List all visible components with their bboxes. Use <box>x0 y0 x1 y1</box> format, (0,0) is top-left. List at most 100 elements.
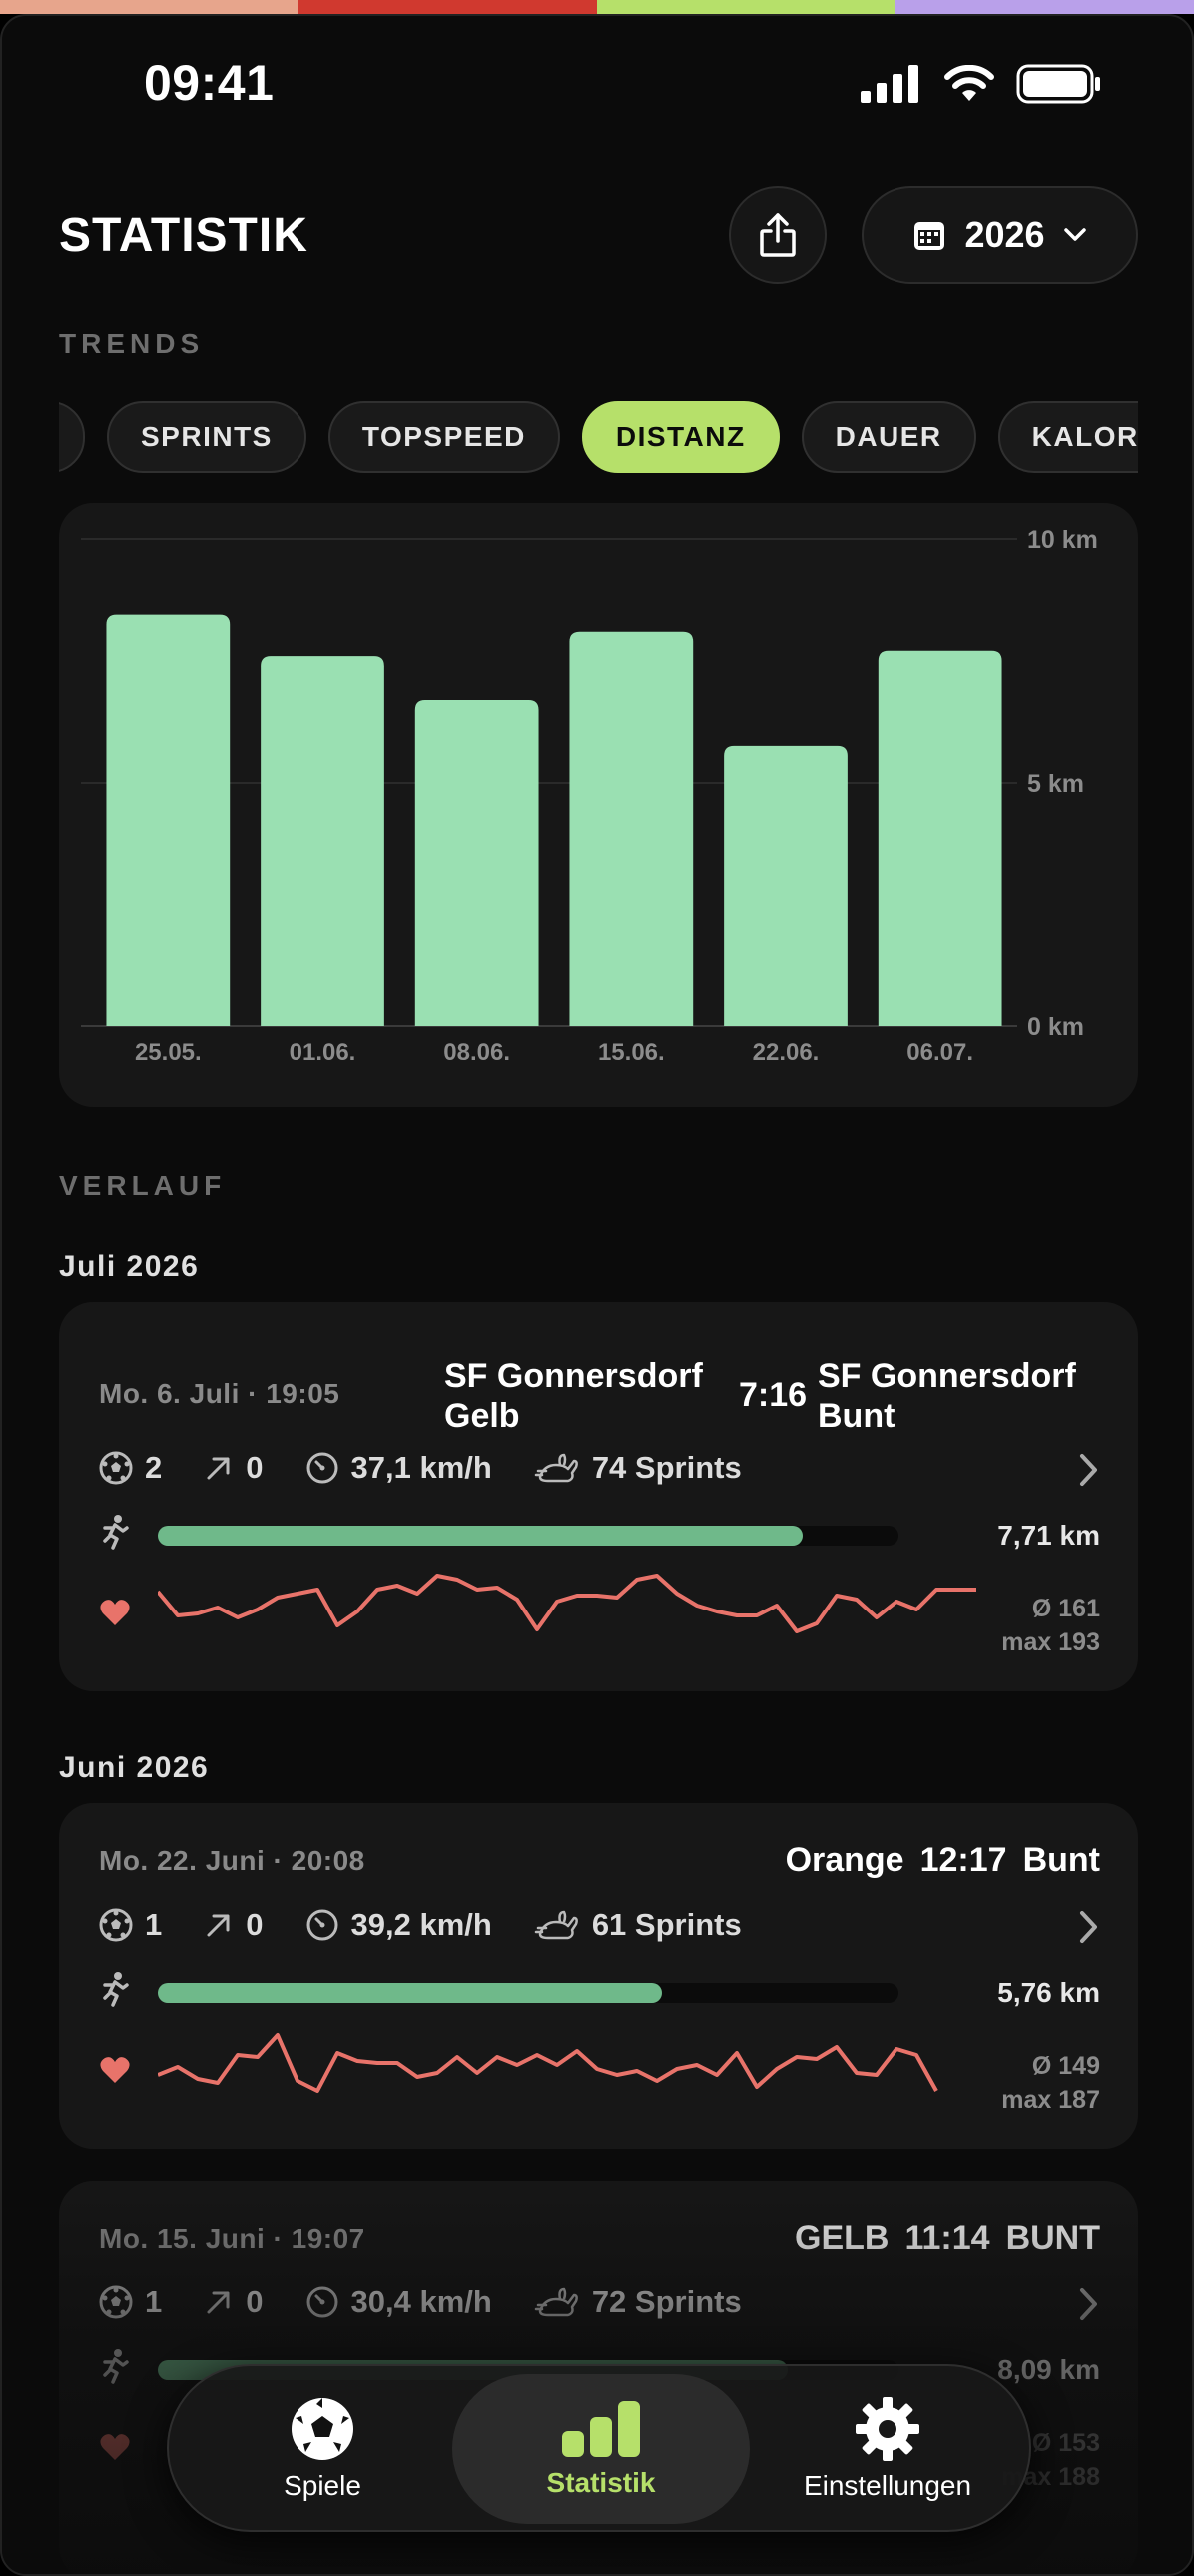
score: 7:16 <box>739 1376 808 1414</box>
trend-chart-card: 0 km 5 km 10 km 25.05. 01.06. 08.06. 15.06. 22.… <box>59 503 1138 1107</box>
chip-kalorien[interactable]: KALORIEN <box>997 401 1138 473</box>
bar-chart-icon <box>562 2401 640 2457</box>
chips-scroll: SPRINTS TOPSPEED DISTANZ DAUER KALORIEN <box>59 401 1138 473</box>
team-left: SF Gonnersdorf Gelb <box>444 1357 703 1435</box>
game-date: Mo. 15. Juni · 19:07 <box>99 2223 365 2254</box>
distance-value: 8,09 km <box>997 2354 1100 2385</box>
sprint-rabbit-icon <box>534 1908 580 1942</box>
sprint-rabbit-icon <box>534 2285 580 2319</box>
score: 12:17 <box>919 1841 1007 1879</box>
x-tick-label: 08.06. <box>443 1039 510 1066</box>
team-right: Bunt <box>1022 1841 1100 1879</box>
y-tick-label: 10 km <box>1027 526 1098 554</box>
team-left: GELB <box>795 2219 890 2256</box>
distance-value: 7,71 km <box>997 1520 1100 1551</box>
history-label: VERLAUF <box>59 1170 227 1201</box>
assist-arrow-icon <box>204 1453 234 1483</box>
heart-rate-line <box>158 1574 976 1633</box>
hr-average: Ø 161 <box>1031 1595 1100 1622</box>
speedometer-icon <box>305 1451 339 1485</box>
hr-max: max 187 <box>1001 2086 1100 2114</box>
game-stats: 1 0 30,4 km/h 72 Sprints <box>99 2284 784 2320</box>
chip-topspeed[interactable]: TOPSPEED <box>327 401 560 473</box>
chart-bar[interactable] <box>569 631 694 1026</box>
soccer-ball-icon <box>292 2398 353 2460</box>
x-tick-label: 06.07. <box>906 1039 973 1066</box>
trends-label: TRENDS <box>59 328 205 359</box>
game-stats: 2 0 37,1 km/h 74 Sprints <box>99 1450 784 1486</box>
metric-chips: SPRINTS TOPSPEED DISTANZ DAUER KALORIEN <box>59 401 1138 475</box>
game-stats: 1 0 39,2 km/h 61 Sprints <box>99 1907 784 1943</box>
tab-label: Statistik <box>546 2467 656 2498</box>
running-icon <box>99 2348 129 2384</box>
chip-sprints[interactable]: SPRINTS <box>107 401 306 473</box>
battery-icon <box>1016 64 1100 104</box>
game-card[interactable]: Mo. 6. Juli · 19:05 SF Gonnersdorf Gelb … <box>59 1302 1138 1691</box>
status-icons <box>861 64 1102 104</box>
share-icon <box>760 213 796 257</box>
heart-rate-line <box>158 2033 938 2093</box>
x-tick-label: 25.05. <box>135 1039 202 1066</box>
year-selector[interactable]: 2026 <box>862 186 1138 284</box>
x-tick-label: 22.06. <box>753 1039 820 1066</box>
tab-einstellungen[interactable]: Einstellungen <box>768 2374 1007 2524</box>
goals-value: 1 <box>145 1907 163 1942</box>
speedometer-icon <box>305 2285 339 2319</box>
chart-bar[interactable] <box>261 656 384 1026</box>
gear-icon <box>856 2397 919 2461</box>
game-date: Mo. 22. Juni · 20:08 <box>99 1845 365 1876</box>
hr-max: max 193 <box>1001 1628 1100 1656</box>
heart-rate-values: Ø 149 max 187 <box>1001 2049 1100 2117</box>
assist-arrow-icon <box>204 1910 234 1940</box>
tab-label: Einstellungen <box>803 2470 972 2501</box>
soccer-ball-icon <box>99 1451 133 1485</box>
cellular-signal-icon <box>861 65 918 103</box>
game-date: Mo. 6. Juli · 19:05 <box>99 1378 340 1409</box>
chart-bar[interactable] <box>724 745 848 1026</box>
month-heading: Juni 2026 <box>59 1751 210 1784</box>
soccer-ball-icon <box>99 2285 133 2319</box>
heart-rate-values: Ø 161 max 193 <box>1001 1592 1100 1659</box>
distance-bar-chart: 0 km 5 km 10 km 25.05. 01.06. 08.06. 15.06. 22.… <box>81 526 1098 1066</box>
chart-bar[interactable] <box>106 614 231 1026</box>
status-time: 09:41 <box>144 55 275 111</box>
sprints-value: 74 Sprints <box>591 1450 742 1485</box>
chip-distanz[interactable]: DISTANZ <box>581 401 780 473</box>
chip-dauer[interactable]: DAUER <box>801 401 976 473</box>
month-heading: Juli 2026 <box>59 1250 200 1283</box>
game-card[interactable]: Mo. 22. Juni · 20:08 Orange 12:17 Bunt 1… <box>59 1803 1138 2149</box>
goals-value: 1 <box>145 2284 163 2319</box>
y-tick-label: 5 km <box>1027 770 1084 798</box>
assist-arrow-icon <box>204 2287 234 2317</box>
tab-label: Spiele <box>284 2470 361 2501</box>
hr-average: Ø 149 <box>1031 2052 1100 2080</box>
topspeed-value: 30,4 km/h <box>350 2284 492 2319</box>
team-right: BUNT <box>1005 2219 1100 2256</box>
topspeed-value: 39,2 km/h <box>350 1907 492 1942</box>
app-screen: 09:41 STATISTIK 2026 TRENDS SPRINTS TOPSP… <box>0 14 1194 2576</box>
assists-value: 0 <box>246 2284 264 2319</box>
x-tick-label: 15.06. <box>598 1039 665 1066</box>
tab-spiele[interactable]: Spiele <box>203 2374 442 2524</box>
tab-statistik[interactable]: Statistik <box>452 2374 750 2524</box>
team-left: Orange <box>785 1841 904 1879</box>
chart-bar[interactable] <box>414 700 539 1026</box>
speedometer-icon <box>305 1908 339 1942</box>
calendar-icon <box>914 222 945 250</box>
chip-prev[interactable] <box>59 401 85 473</box>
heart-icon <box>99 2055 131 2085</box>
distance-bar <box>158 1526 898 1546</box>
assists-value: 0 <box>246 1907 264 1942</box>
soccer-ball-icon <box>99 1908 133 1942</box>
matchup: Orange 12:17 Bunt <box>786 1841 1100 1880</box>
wifi-icon <box>944 65 994 101</box>
heart-icon <box>99 1598 131 1627</box>
score: 11:14 <box>904 2219 990 2256</box>
page-title: STATISTIK <box>59 209 308 262</box>
tab-bar: Spiele Statistik Einstellungen <box>167 2364 1031 2532</box>
share-button[interactable] <box>729 186 827 284</box>
distance-bar-fill <box>158 1526 803 1546</box>
chevron-right-icon <box>1080 1911 1097 1943</box>
chevron-right-icon <box>1080 2288 1097 2320</box>
chart-bar[interactable] <box>878 650 1002 1026</box>
